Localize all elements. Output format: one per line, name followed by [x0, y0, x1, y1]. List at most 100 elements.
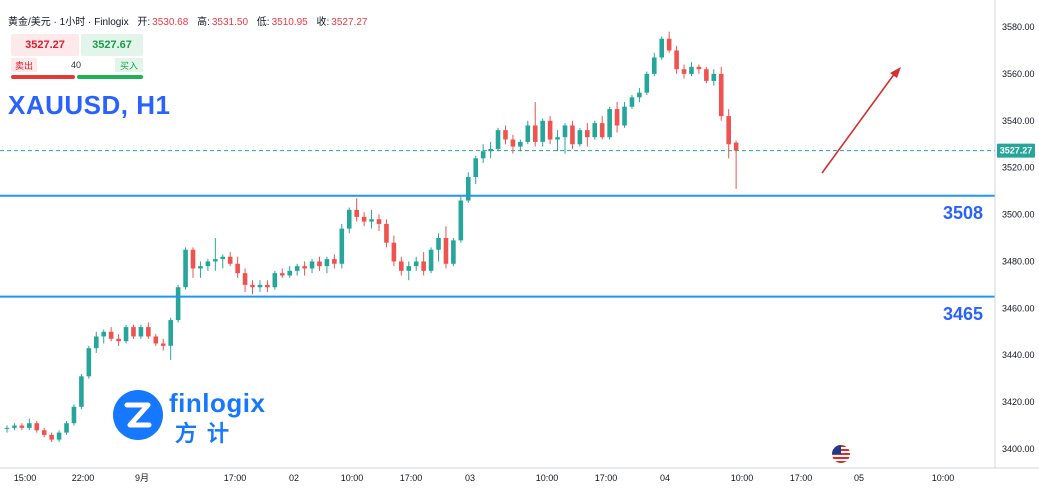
low-value: 3510.95	[271, 17, 308, 28]
us-flag-icon[interactable]	[832, 445, 850, 463]
logo-mark-icon	[113, 390, 163, 440]
candle-body	[49, 434, 54, 440]
candle-body	[153, 336, 159, 344]
y-tick-label: 3460.00	[1002, 303, 1035, 313]
x-tick-label: 22:00	[72, 473, 95, 483]
candle-body	[674, 50, 679, 70]
candle-body	[93, 336, 99, 349]
candle-body	[592, 123, 598, 138]
x-tick-label: 05	[854, 473, 864, 483]
candle-body	[436, 238, 441, 250]
candle-body	[510, 139, 516, 147]
candle-body	[257, 284, 263, 288]
candle-body	[309, 261, 315, 269]
flag-canton	[832, 445, 841, 454]
high-value: 3531.50	[211, 17, 249, 28]
candle-body	[622, 106, 627, 126]
candle-body	[19, 425, 25, 428]
candle-body	[465, 177, 471, 201]
symbol-label: XAUUSD, H1	[8, 90, 171, 120]
y-tick-label: 3400.00	[1002, 444, 1035, 454]
candle-body	[518, 141, 523, 147]
finlogix-logo: finlogix 方计	[113, 388, 273, 446]
x-tick-label: 10:00	[341, 473, 364, 483]
logo-z-icon	[124, 402, 152, 428]
x-tick-label: 17:00	[595, 473, 618, 483]
open-label: 开:	[137, 17, 151, 28]
candle-body	[562, 125, 568, 138]
sell-button[interactable]: 卖出	[11, 58, 37, 72]
x-tick-label: 10:00	[536, 473, 559, 483]
price-tag-text: 3527.27	[1000, 146, 1033, 156]
candle-body	[339, 228, 345, 264]
candles	[4, 31, 739, 442]
candle-body	[131, 327, 136, 337]
ohlc-header: 黄金/美元 · 1小时 · Finlogix 开: 3530.68 高: 3531.…	[8, 13, 373, 28]
open-value: 3530.68	[152, 17, 189, 28]
candle-body	[41, 430, 47, 435]
candle-body	[384, 223, 389, 243]
current-price-tag: 3527.27	[997, 143, 1035, 158]
candle-body	[733, 142, 739, 151]
candle-body	[56, 432, 62, 440]
time-axis: 15:00 22:00 9月 17:00 02 10:00 17:00 03 10:00 17:0…	[14, 473, 955, 483]
candle-body	[34, 423, 40, 431]
candle-body	[577, 130, 583, 145]
candle-body	[637, 92, 642, 98]
candle-body	[443, 238, 449, 264]
candle-body	[183, 249, 188, 288]
close-value: 3527.27	[331, 17, 368, 28]
candle-body	[294, 266, 300, 271]
candle-body	[399, 261, 404, 271]
symbol-title: 黄金/美元 · 1小时 · Finlogix	[8, 17, 129, 28]
candle-body	[480, 151, 486, 159]
candle-body	[160, 343, 166, 346]
trend-arrow	[821, 67, 901, 174]
low-label: 低:	[256, 17, 270, 28]
candle-body	[4, 427, 10, 429]
candle-body	[495, 130, 501, 149]
candle-body	[488, 148, 493, 152]
y-tick-label: 3440.00	[1002, 350, 1035, 360]
candle-body	[503, 130, 508, 140]
candle-body	[101, 331, 107, 337]
candle-body	[146, 327, 151, 337]
buy-price-button[interactable]: 3527.67	[81, 34, 143, 56]
sell-price-button[interactable]: 3527.27	[11, 34, 79, 56]
candle-body	[27, 423, 32, 428]
price-axis: 3580.00 3560.00 3540.00 3520.00 3500.00 3480.…	[1002, 22, 1035, 454]
candle-body	[391, 242, 397, 262]
candle-body	[585, 130, 590, 138]
logo-text: finlogix	[169, 388, 266, 418]
candle-body	[540, 120, 545, 142]
buy-button[interactable]: 买入	[115, 58, 143, 72]
candle-body	[599, 123, 605, 138]
candle-body	[265, 284, 270, 288]
candle-body	[428, 249, 434, 271]
close-label: 收:	[316, 17, 330, 28]
candle-body	[354, 209, 359, 217]
quantity-input[interactable]: 40	[70, 60, 81, 70]
candle-body	[614, 109, 620, 126]
candle-body	[287, 270, 293, 276]
candle-body	[190, 249, 196, 269]
x-tick-label: 15:00	[14, 473, 37, 483]
candle-body	[205, 261, 211, 267]
candle-body	[108, 331, 114, 339]
candle-body	[332, 259, 337, 264]
x-tick-label: 10:00	[731, 473, 754, 483]
candle-body	[555, 137, 560, 140]
candle-body	[376, 219, 382, 224]
candle-body	[12, 425, 17, 428]
candle-body	[227, 256, 233, 264]
high-label: 高:	[197, 17, 210, 28]
support-resistance-lines	[0, 150, 995, 298]
candle-body	[406, 266, 412, 271]
candle-body	[86, 348, 92, 377]
candle-body	[116, 338, 121, 342]
candle-body	[473, 158, 479, 178]
candle-body	[525, 125, 531, 142]
x-tick-label: 17:00	[224, 473, 247, 483]
